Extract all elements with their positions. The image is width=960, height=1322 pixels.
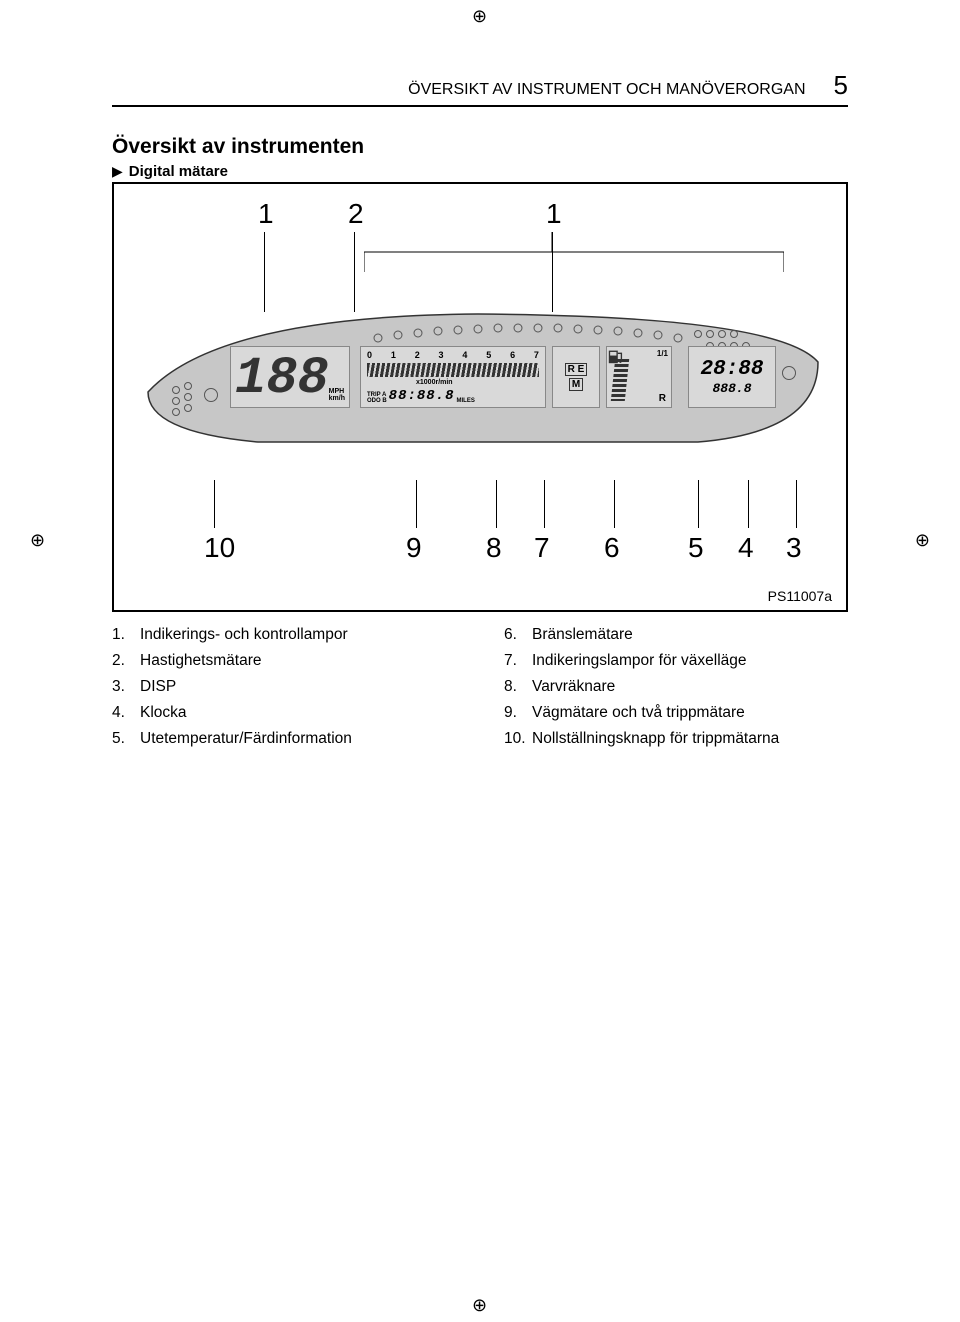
- trip-display: TRIP A ODO B 88:88.8 MILES: [367, 388, 475, 404]
- fuel-pump-icon: [607, 347, 625, 365]
- legend-text: Nollställningsknapp för trippmätarna: [532, 730, 779, 748]
- speed-digits: 188: [235, 353, 329, 405]
- fuel-display: 1/1 R: [606, 346, 672, 408]
- callout-top: 2: [348, 198, 364, 230]
- reg-mark-right: ⊕: [915, 530, 930, 551]
- callout-line: [214, 480, 215, 528]
- tach-bar: [367, 363, 539, 377]
- indicator-arc: [368, 322, 728, 344]
- indicator-lamp-left: [204, 388, 218, 402]
- reg-mark-top: ⊕: [472, 6, 487, 27]
- callout-top: 1: [546, 198, 562, 230]
- legend-num: 1.: [112, 626, 134, 644]
- legend-text: Vägmätare och två trippmätare: [532, 704, 745, 722]
- bottom-callouts: 109876543: [114, 480, 846, 590]
- legend-num: 6.: [504, 626, 526, 644]
- legend-num: 3.: [112, 678, 134, 696]
- callout-bracket: [364, 232, 784, 302]
- callout-line: [748, 480, 749, 528]
- legend-num: 5.: [112, 730, 134, 748]
- legend-num: 7.: [504, 652, 526, 670]
- legend-text: Bränslemätare: [532, 626, 633, 644]
- section-title: Översikt av instrumenten: [112, 135, 848, 159]
- callout-line: [698, 480, 699, 528]
- indicator-lamp-right: [782, 366, 796, 380]
- legend: 1. Indikerings- och kontrollampor 2. Hastig…: [112, 626, 848, 756]
- tach-scale-num: 6: [510, 350, 515, 360]
- legend-item: 1. Indikerings- och kontrollampor: [112, 626, 456, 644]
- reg-mark-left: ⊕: [30, 530, 45, 551]
- speed-display: 188 MPH km/h: [230, 346, 350, 408]
- callout-bottom: 6: [604, 532, 620, 564]
- indicator-cluster-left: [172, 386, 180, 416]
- callout-bottom: 5: [688, 532, 704, 564]
- legend-left: 1. Indikerings- och kontrollampor 2. Hastig…: [112, 626, 456, 756]
- legend-text: Varvräknare: [532, 678, 615, 696]
- legend-item: 2. Hastighetsmätare: [112, 652, 456, 670]
- tach-unit: x1000r/min: [416, 379, 453, 386]
- callout-line: [614, 480, 615, 528]
- callout-line: [354, 232, 355, 312]
- callout-bottom: 10: [204, 532, 235, 564]
- legend-text: Indikeringslampor för växelläge: [532, 652, 747, 670]
- callout-line: [496, 480, 497, 528]
- legend-num: 10.: [504, 730, 526, 748]
- clock-display: 28:88 888.8: [688, 346, 776, 408]
- legend-text: Utetemperatur/Färdinformation: [140, 730, 352, 748]
- legend-item: 4. Klocka: [112, 704, 456, 722]
- tach-display: 0 1 2 3 4 5 6 7 x1000r/min TRIP A ODO B 88:88.8…: [360, 346, 546, 408]
- legend-text: DISP: [140, 678, 176, 696]
- legend-item: 3. DISP: [112, 678, 456, 696]
- legend-right: 6. Bränslemätare 7. Indikeringslampor för v…: [504, 626, 848, 756]
- legend-num: 9.: [504, 704, 526, 722]
- page-number: 5: [834, 70, 848, 101]
- triangle-icon: ▶: [112, 163, 123, 180]
- indicator-cluster-r1: [694, 330, 738, 338]
- legend-item: 6. Bränslemätare: [504, 626, 848, 644]
- legend-num: 8.: [504, 678, 526, 696]
- gear-display: R E M: [552, 346, 600, 408]
- figure-id: PS11007a: [768, 588, 832, 604]
- speed-units: MPH km/h: [329, 388, 345, 403]
- callout-line: [796, 480, 797, 528]
- figure-box: 1 2 1: [112, 182, 848, 612]
- page-header: ÖVERSIKT AV INSTRUMENT OCH MANÖVERORGAN …: [112, 70, 848, 107]
- dashboard: 188 MPH km/h 0 1 2 3 4 5 6 7 x1000r/min TRIP A …: [138, 302, 826, 452]
- tach-scale-num: 2: [415, 350, 420, 360]
- callout-top: 1: [258, 198, 274, 230]
- tach-scale-num: 3: [439, 350, 444, 360]
- reg-mark-bottom: ⊕: [472, 1295, 487, 1316]
- tach-scale-num: 7: [534, 350, 539, 360]
- tach-scale: 0 1 2 3 4 5 6 7: [367, 350, 539, 360]
- callout-line: [264, 232, 265, 312]
- legend-text: Indikerings- och kontrollampor: [140, 626, 348, 644]
- header-title: ÖVERSIKT AV INSTRUMENT OCH MANÖVERORGAN: [408, 81, 805, 99]
- fuel-bar: [611, 359, 629, 401]
- legend-num: 2.: [112, 652, 134, 670]
- subsection-row: ▶ Digital mätare: [112, 163, 848, 180]
- legend-item: 8. Varvräknare: [504, 678, 848, 696]
- tach-scale-num: 5: [486, 350, 491, 360]
- callout-bottom: 8: [486, 532, 502, 564]
- tach-scale-num: 4: [462, 350, 467, 360]
- legend-item: 10. Nollställningsknapp för trippmätarna: [504, 730, 848, 748]
- subsection-label: Digital mätare: [129, 163, 228, 180]
- callout-bottom: 4: [738, 532, 754, 564]
- indicator-cluster-left2: [184, 382, 192, 412]
- callout-bottom: 9: [406, 532, 422, 564]
- legend-text: Klocka: [140, 704, 187, 722]
- tach-scale-num: 0: [367, 350, 372, 360]
- legend-item: 9. Vägmätare och två trippmätare: [504, 704, 848, 722]
- tach-scale-num: 1: [391, 350, 396, 360]
- callout-bottom: 3: [786, 532, 802, 564]
- legend-item: 7. Indikeringslampor för växelläge: [504, 652, 848, 670]
- callout-line: [416, 480, 417, 528]
- top-callouts: 1 2 1: [114, 198, 846, 258]
- legend-item: 5. Utetemperatur/Färdinformation: [112, 730, 456, 748]
- legend-text: Hastighetsmätare: [140, 652, 261, 670]
- callout-bottom: 7: [534, 532, 550, 564]
- legend-num: 4.: [112, 704, 134, 722]
- callout-line: [544, 480, 545, 528]
